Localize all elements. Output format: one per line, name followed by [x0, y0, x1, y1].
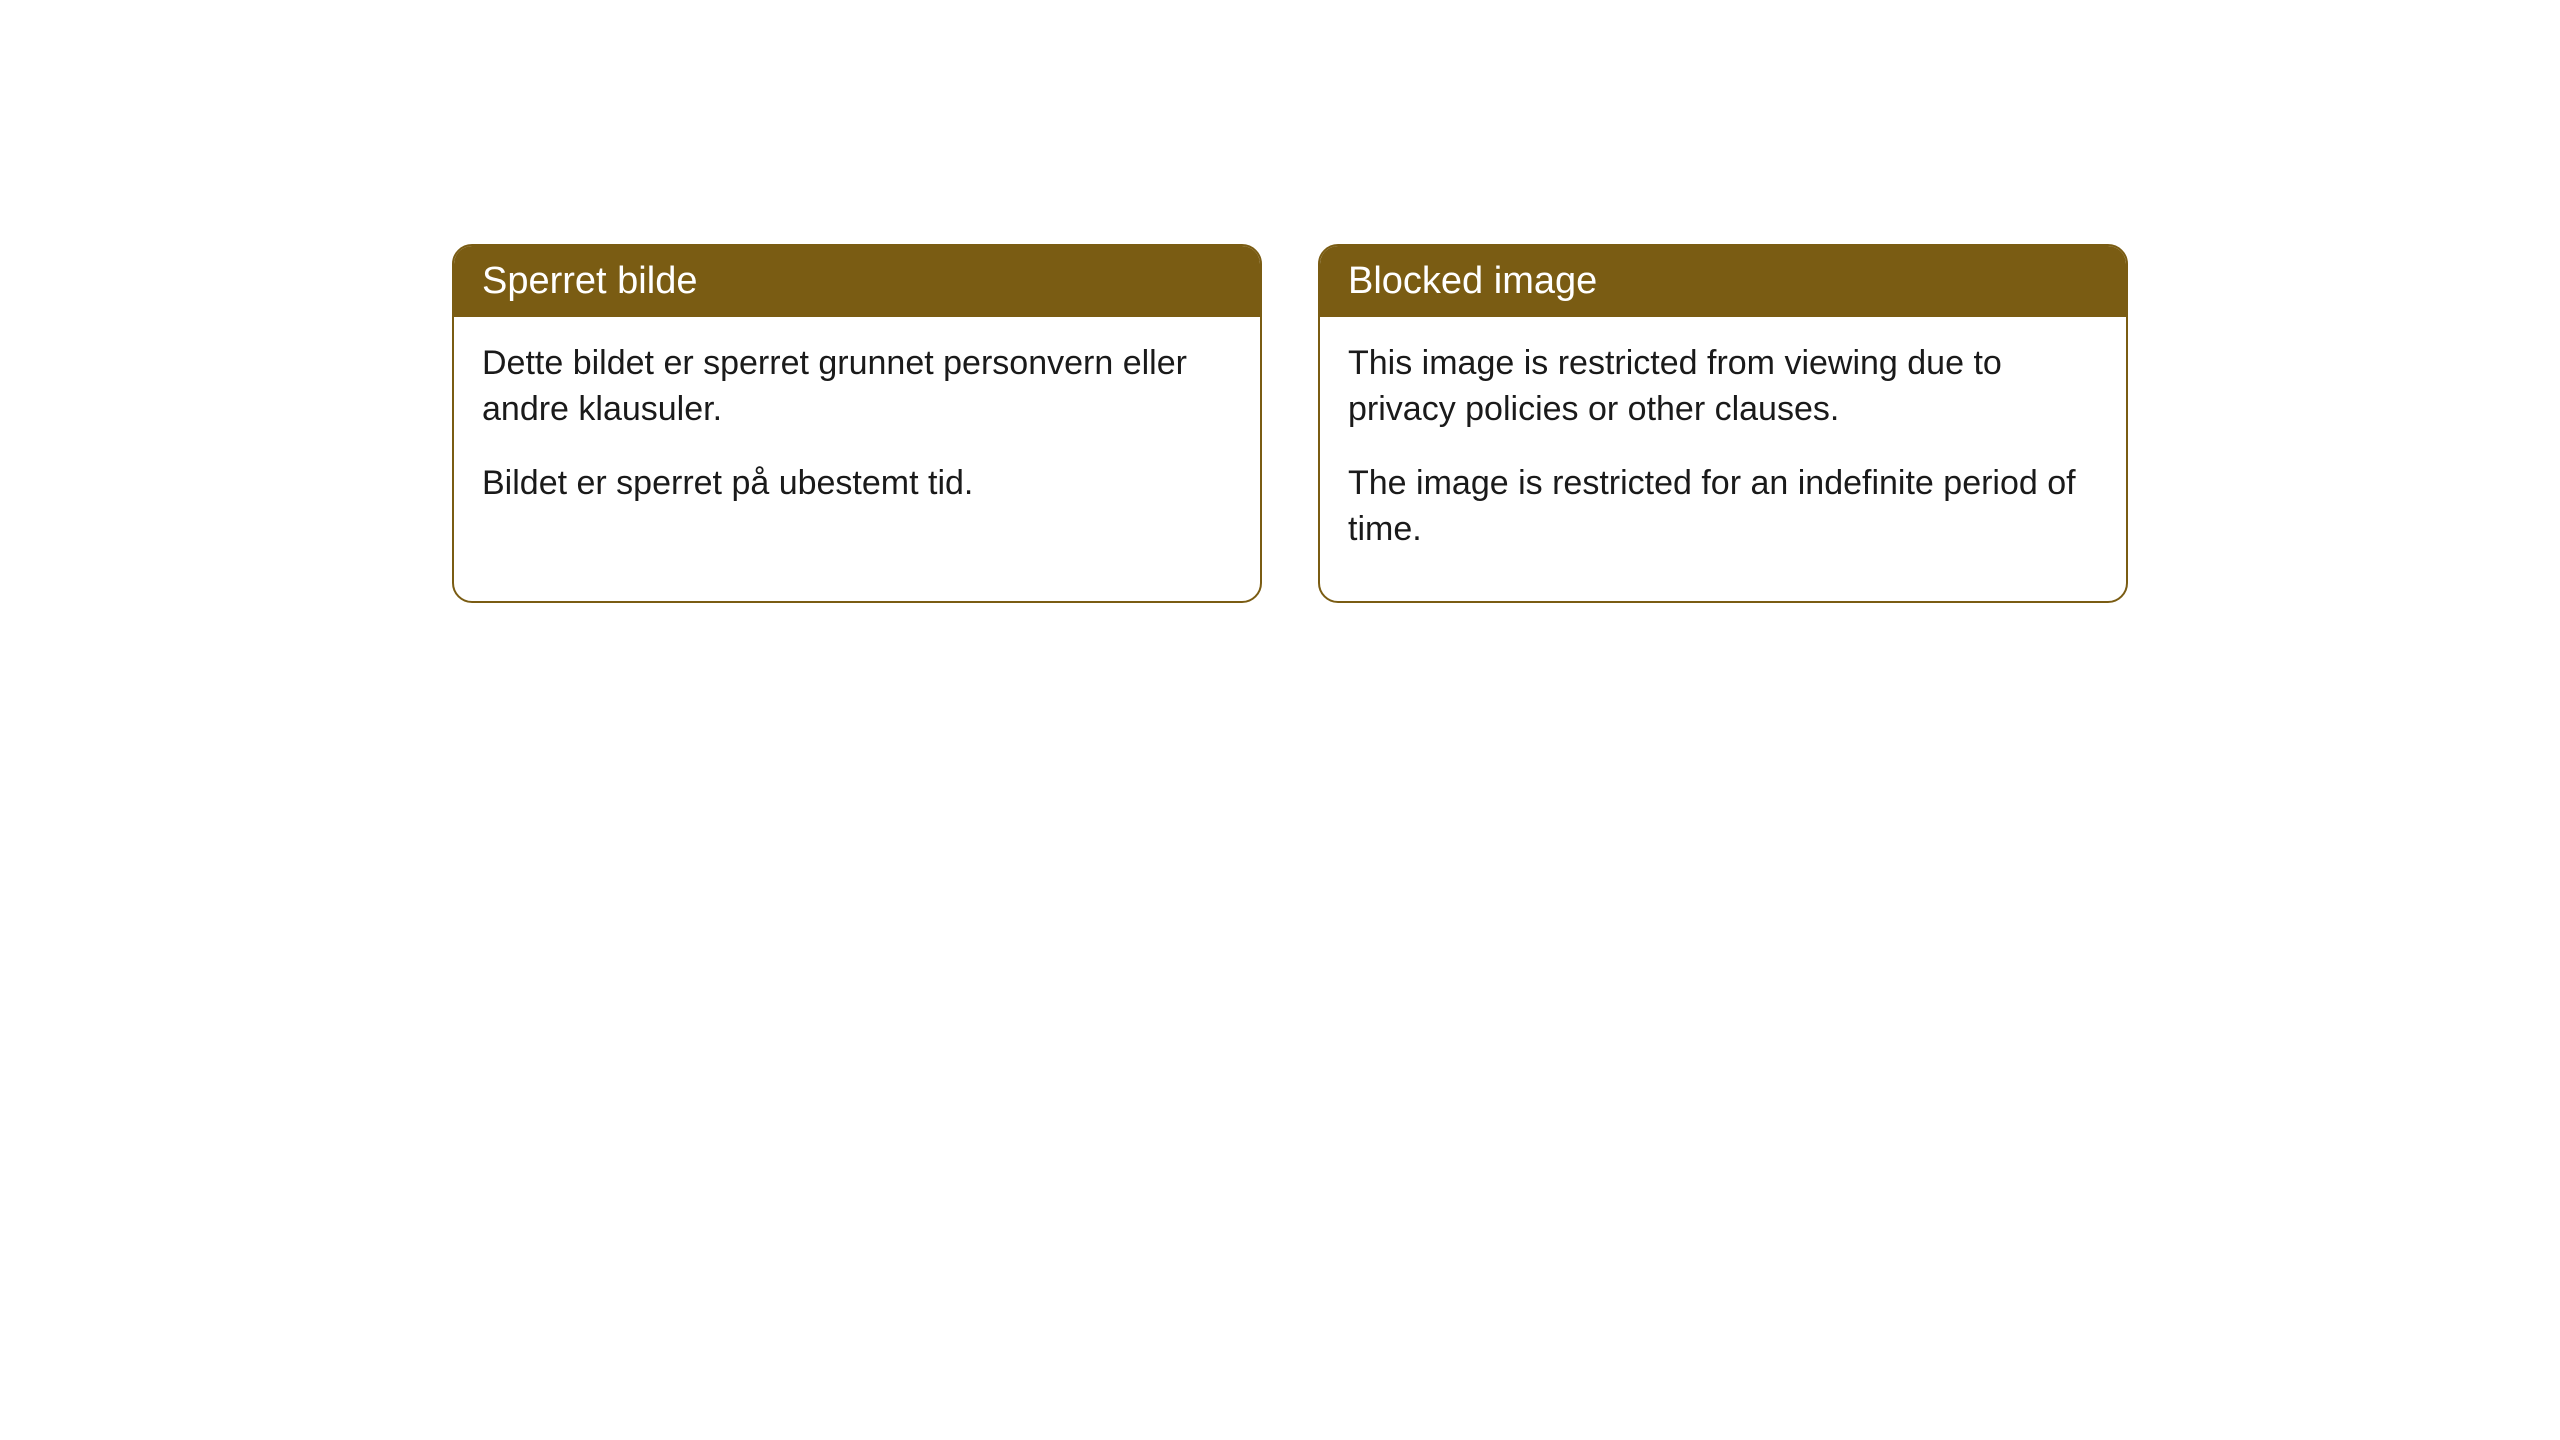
- notice-paragraph: This image is restricted from viewing du…: [1348, 341, 2098, 433]
- notice-paragraph: The image is restricted for an indefinit…: [1348, 461, 2098, 553]
- notice-card-body: Dette bildet er sperret grunnet personve…: [454, 317, 1260, 555]
- notice-paragraph: Dette bildet er sperret grunnet personve…: [482, 341, 1232, 433]
- notice-card-header: Sperret bilde: [454, 246, 1260, 317]
- notice-cards-container: Sperret bilde Dette bildet er sperret gr…: [452, 244, 2560, 603]
- notice-card-english: Blocked image This image is restricted f…: [1318, 244, 2128, 603]
- notice-title: Sperret bilde: [482, 260, 697, 302]
- notice-card-header: Blocked image: [1320, 246, 2126, 317]
- notice-card-body: This image is restricted from viewing du…: [1320, 317, 2126, 601]
- notice-card-norwegian: Sperret bilde Dette bildet er sperret gr…: [452, 244, 1262, 603]
- notice-title: Blocked image: [1348, 260, 1597, 302]
- notice-paragraph: Bildet er sperret på ubestemt tid.: [482, 461, 1232, 507]
